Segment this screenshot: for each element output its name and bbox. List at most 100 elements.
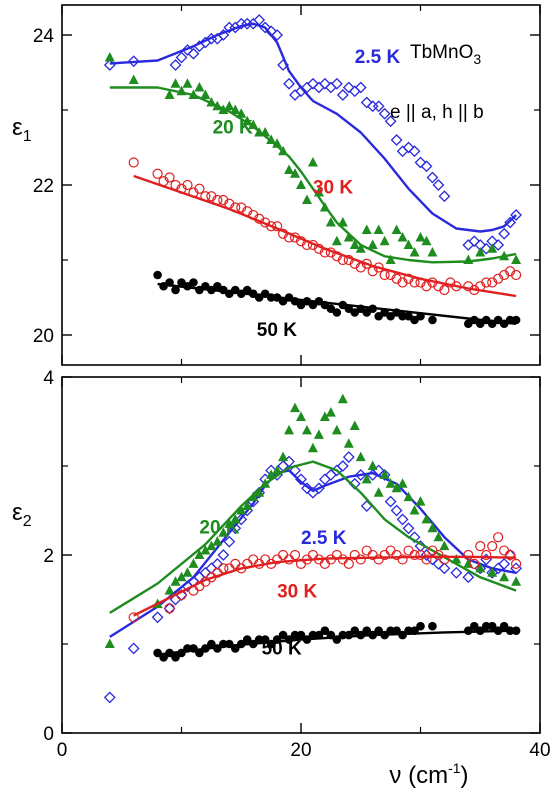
eps1-series-2-5-k-point-46: [432, 179, 445, 191]
eps1-series-50-k-fit-line: [157, 282, 517, 325]
eps1-series-20-k-point-14: [236, 108, 247, 118]
eps2-series-30-k-point-40: [409, 549, 420, 561]
eps2-series-20-k-point-28: [319, 411, 330, 422]
eps1-series-2-5-k-fit-line: [109, 22, 517, 233]
eps2-series-2-5-k-point-49: [438, 562, 451, 575]
eps2-series-50-k-point-44: [416, 621, 425, 631]
eps2-series-20-k-point-19: [266, 469, 277, 479]
eps1-series-20-k-point-0: [104, 52, 115, 62]
eps2-plot-frame: [61, 376, 541, 734]
eps1-series-30-k-point-36: [361, 258, 372, 269]
eps2-series-50-k-point-9: [207, 639, 216, 649]
eps1-series-30-k-point-39: [379, 269, 390, 281]
eps2-series-30-k-point-25: [319, 558, 330, 570]
eps2-series-50-k-point-47: [469, 621, 479, 631]
eps1-series-20-k-point-23: [290, 168, 301, 178]
eps2-series-20-k-point-39: [385, 478, 396, 488]
eps2-ytick-label-0: 0: [43, 724, 54, 745]
eps1-series-2-5-k-point-5: [187, 47, 200, 60]
eps2-series-50-k-point-28: [320, 626, 330, 635]
eps2-series-30-k-fit-line: [133, 555, 517, 617]
eps2-series-20-k-point-43: [409, 505, 420, 515]
eps2-series-20-k-point-10: [212, 536, 223, 546]
eps2-series-2-5-k-point-12: [217, 549, 230, 561]
eps2-series-50-k-point-33: [350, 626, 360, 635]
eps1-series-2-5-k-point-34: [360, 96, 373, 109]
eps2-series-30-k-point-38: [397, 554, 408, 565]
eps2-series-20-k-point-4: [176, 571, 187, 582]
eps2-series-2-5-k-point-11: [211, 557, 224, 570]
eps2-series-30-k-point-18: [277, 549, 289, 561]
eps1-series-2-5-k-point-44: [420, 160, 433, 173]
eps2-series-20-k: 20 K: [104, 393, 522, 648]
eps1-series-2-5-k-point-29: [330, 77, 343, 90]
xlabel: ν (cm-1): [389, 760, 468, 789]
eps1-series-20-k-point-33: [349, 239, 360, 249]
eps2-series-50-k-point-24: [296, 630, 306, 640]
eps2-series-20-k-point-14: [236, 505, 247, 515]
eps1-series-20-k-point-51: [511, 254, 522, 264]
eps2-xtick-label-20: 20: [290, 740, 311, 761]
eps1-series-2-5-k-point-32: [348, 85, 361, 98]
eps1-series-30-k-point-55: [481, 277, 492, 288]
eps2-series-30-k-point-39: [403, 545, 414, 556]
eps2-series-20-k-point-12: [224, 518, 235, 528]
eps2-series-30-k-point-13: [248, 554, 259, 565]
eps1-series-20-k-point-40: [391, 224, 402, 234]
eps1-series-20-k-point-39: [385, 254, 396, 264]
eps1-series-20-k-point-3: [170, 78, 181, 88]
eps2-series-2-5-k-fit-line: [109, 469, 517, 638]
eps2-series-20-k-point-38: [379, 469, 390, 479]
eps1-series-20-k-point-26: [307, 157, 318, 167]
eps2-series-30-k-point-36: [385, 545, 396, 556]
eps1-series-20-k-point-1: [128, 74, 139, 84]
eps2-series-20-k-point-22: [284, 424, 295, 435]
eps1-series-50-k: 50 K: [153, 270, 521, 341]
eps1-series-20-k-point-12: [224, 100, 235, 111]
eps2-series-20-k-point-45: [421, 513, 432, 524]
eps2-series-2-5-k-point-40: [384, 495, 397, 508]
eps1-series-30-k-point-20: [266, 221, 277, 232]
eps2-series-50-k-point-17: [254, 635, 264, 644]
eps2-series-2-5-k-point-33: [342, 451, 355, 464]
eps2-series-30-k-point-49: [481, 549, 492, 561]
eps1-series-2-5-k-point-31: [342, 81, 355, 94]
eps1-series-20-k-point-38: [379, 235, 390, 246]
eps1-series-20-k-point-49: [487, 243, 498, 253]
eps2-xtick-label-40: 40: [529, 740, 550, 761]
eps2-series-2-5-k-point-15: [235, 513, 248, 526]
eps2-series-50-k-point-23: [290, 630, 300, 640]
eps2-series-2-5-k-point-48: [432, 557, 445, 570]
eps2-series-20-k-point-30: [331, 424, 342, 435]
eps1-series-30-k-point-3: [164, 172, 175, 183]
eps2-series-30-k-point-46: [463, 549, 474, 561]
eps2-series-2-5-k-point-51: [462, 571, 475, 584]
eps1-series-2-5-k-point-40: [396, 145, 409, 158]
geometry-label: e || a, h || b: [390, 102, 484, 123]
eps1-series-30-k-fit-line: [133, 174, 517, 298]
eps1-series-20-k: 20 K: [104, 52, 522, 264]
eps1-ytick-label-22: 22: [33, 176, 54, 197]
eps1-series-2-5-k-point-25: [307, 77, 319, 90]
eps1-series-20-k-point-42: [403, 239, 414, 249]
eps2-series-2-5-k-point-52: [474, 562, 487, 575]
eps1-ytick-label-20: 20: [33, 326, 54, 347]
eps1-series-2-5-k-point-45: [426, 171, 439, 184]
epsilon1-panel: 20 22 24 ε1 TbMnO3 e || a, h || b 2.5 K 20 K 30 …: [12, 4, 541, 366]
eps2-series-20-k-label: 20 K: [199, 518, 239, 539]
eps2-series-30-k-point-29: [343, 558, 354, 570]
eps2-series-20-k-point-9: [206, 540, 217, 551]
eps2-ytick-label-2: 2: [43, 546, 54, 567]
eps1-ylabel: ε1: [12, 114, 32, 145]
eps2-series-50-k-point-50: [487, 621, 497, 631]
eps2-series-20-k-point-2: [164, 585, 175, 595]
eps1-series-20-k-point-13: [230, 104, 241, 114]
eps2-series-50-k-point-21: [278, 630, 288, 640]
eps1-series-30-k-point-49: [439, 284, 450, 296]
eps1-series-2-5-k-point-49: [468, 235, 481, 248]
eps2-series-20-k-point-42: [403, 491, 414, 502]
eps2-series-30-k-point-53: [505, 549, 516, 561]
eps1-series-50-k-point-41: [398, 311, 407, 321]
eps2-series-20-k-point-41: [397, 478, 408, 488]
